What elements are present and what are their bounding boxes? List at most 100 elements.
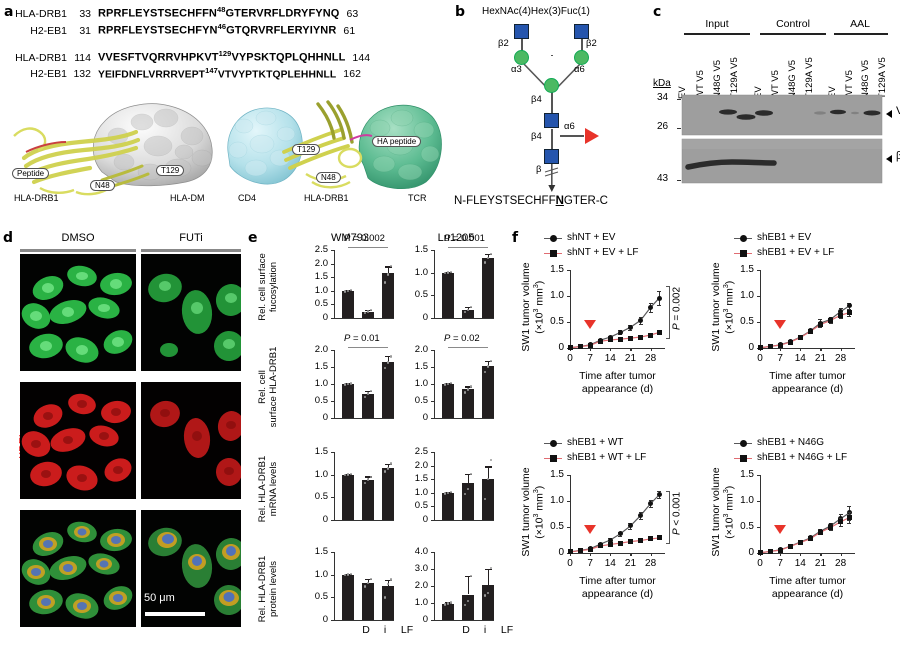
data-point-circle bbox=[656, 492, 662, 498]
error-bar bbox=[468, 386, 470, 390]
blot-lane-label: T129A V5 bbox=[877, 57, 888, 99]
data-point-square bbox=[767, 548, 773, 554]
error-bar-cap bbox=[484, 466, 492, 468]
bar bbox=[382, 272, 394, 318]
x-axis-tick-label: 0 bbox=[567, 558, 573, 569]
data-point-square bbox=[797, 335, 803, 341]
y-axis-tick-label: 1.0 bbox=[314, 284, 328, 296]
treatment-column-label-dmso: DMSO bbox=[61, 232, 95, 244]
panel-b: b HexNAc(4)Hex(3)Fuc(1) β2 β2 α3 α6 β4 β… bbox=[452, 0, 647, 215]
error-bar-cap bbox=[818, 319, 823, 321]
y-axis-tick-label: 2.5 bbox=[414, 446, 428, 457]
data-point bbox=[343, 290, 347, 293]
cell-line-title-lu1205: Lu1205 bbox=[437, 232, 475, 244]
data-point bbox=[463, 391, 467, 394]
data-point bbox=[383, 366, 387, 370]
error-bar bbox=[388, 266, 390, 273]
bar-chart-e-mrna-wm793: 0 0.5 1.0 1.5 bbox=[304, 446, 400, 540]
x-axis-tick-label: 7 bbox=[587, 353, 593, 364]
hex-circle-antenna-right bbox=[574, 50, 589, 65]
data-point bbox=[386, 582, 390, 585]
x-axis-tick bbox=[820, 553, 822, 556]
line-chart-f-shEB1-EV: shEB1 + EV shEB1 + EV + LF SW1 tumor volum… bbox=[702, 228, 892, 433]
y-axis-tick bbox=[331, 418, 334, 419]
data-point bbox=[363, 585, 367, 588]
panel-d: d DMSO FUTi HLA-DRB1 KDEL Merge + DAPI bbox=[0, 228, 244, 645]
x-axis-tick-label: 28 bbox=[645, 558, 657, 569]
bar-chart-e-surf-wm793: 0 0.5 1.0 1.5 2.0 P = 0.01 bbox=[304, 333, 400, 438]
y-axis-tick-label: 1.5 bbox=[314, 361, 328, 372]
linkage-label-a6: α6 bbox=[574, 64, 585, 75]
data-point bbox=[389, 264, 393, 267]
legend-marker-square bbox=[740, 454, 747, 462]
x-axis-tick-label: 21 bbox=[814, 353, 827, 364]
blot-lane-label: N48G V5 bbox=[712, 59, 723, 99]
y-axis-tick-label: 0.5 bbox=[414, 289, 428, 301]
data-point bbox=[463, 603, 467, 606]
y-axis-tick-label: 0 bbox=[422, 614, 428, 625]
data-point bbox=[349, 573, 353, 576]
linkage-label-a3: α3 bbox=[511, 64, 522, 75]
data-point-square bbox=[817, 322, 823, 328]
x-category-label: LF bbox=[400, 624, 414, 636]
data-point bbox=[469, 385, 473, 388]
data-point-square bbox=[648, 536, 654, 542]
data-point bbox=[346, 289, 350, 292]
bar bbox=[362, 479, 374, 520]
error-bar-cap bbox=[384, 356, 392, 358]
y-axis-tick bbox=[331, 384, 334, 385]
data-point bbox=[343, 473, 347, 477]
error-bar-cap bbox=[628, 329, 633, 331]
data-point bbox=[386, 361, 390, 364]
significance-bracket bbox=[348, 247, 388, 249]
error-bar-cap bbox=[464, 307, 472, 309]
data-point-square bbox=[597, 543, 603, 549]
treatment-start-arrow-icon bbox=[774, 320, 787, 329]
y-axis-tick bbox=[431, 250, 434, 251]
bar bbox=[442, 492, 454, 520]
linkage-label-a6-fucose: α6 bbox=[564, 121, 575, 132]
data-point bbox=[443, 383, 447, 386]
sequence-alignment-block-1: HLA-DRB1 33 RPRFLEYSTSECHFFN48GTERVRFLDR… bbox=[0, 5, 420, 39]
svg-text:HLA-DRB1: HLA-DRB1 bbox=[304, 193, 349, 203]
sequence-end-num: 61 bbox=[343, 24, 356, 37]
bar bbox=[442, 603, 454, 620]
y-axis-tick bbox=[431, 520, 434, 521]
y-axis-tick-label: 0 bbox=[422, 412, 428, 423]
data-point bbox=[489, 360, 493, 363]
data-point-square bbox=[777, 342, 783, 348]
x-axis-tick-label: 14 bbox=[794, 558, 806, 569]
data-point-circle bbox=[648, 304, 654, 310]
error-bar-cap bbox=[618, 334, 623, 336]
y-axis-tick bbox=[331, 304, 334, 306]
legend-marker-circle bbox=[740, 234, 747, 242]
sequence-alignment-block-2: HLA-DRB1 114 VVESFTVQRRVHPKVT129VYPSKTQP… bbox=[0, 49, 430, 83]
sequence-row: HLA-DRB1 114 VVESFTVQRRVHPKVT129VYPSKTQP… bbox=[0, 49, 430, 66]
hexnac-square-core-1 bbox=[544, 113, 559, 128]
micrograph-kdel-dmso bbox=[20, 382, 136, 499]
svg-text:CD4: CD4 bbox=[238, 193, 256, 203]
hex-circle-core-mannose bbox=[544, 78, 559, 93]
error-bar-cap bbox=[484, 253, 492, 255]
error-bar bbox=[368, 579, 370, 583]
error-bar-cap bbox=[847, 309, 852, 310]
significance-bracket bbox=[669, 491, 671, 543]
legend-label: shEB1 + WT bbox=[567, 437, 624, 448]
y-axis-tick-label: 2.0 bbox=[414, 344, 428, 355]
hexnac-square-antenna-right bbox=[574, 24, 589, 39]
sequence-protein-name: H2-EB1 bbox=[30, 24, 67, 37]
x-axis-tick bbox=[630, 553, 632, 556]
blot-group-rule-aal bbox=[834, 33, 888, 35]
p-value-label: P = 0.002 bbox=[671, 286, 683, 331]
error-bar-cap bbox=[657, 290, 662, 292]
svg-text:HLA-DRB1: HLA-DRB1 bbox=[14, 193, 59, 203]
y-axis-line bbox=[434, 452, 436, 520]
svg-text:TCR: TCR bbox=[408, 193, 427, 203]
mw-tick bbox=[677, 128, 681, 129]
error-bar-cap bbox=[618, 535, 623, 537]
error-bar-cap bbox=[638, 512, 643, 514]
error-bar-cap bbox=[657, 305, 662, 307]
glycan-linkage-squiggle-arrow bbox=[544, 164, 559, 192]
data-point bbox=[346, 573, 350, 576]
y-axis-tick-label: 1.0 bbox=[414, 486, 428, 498]
